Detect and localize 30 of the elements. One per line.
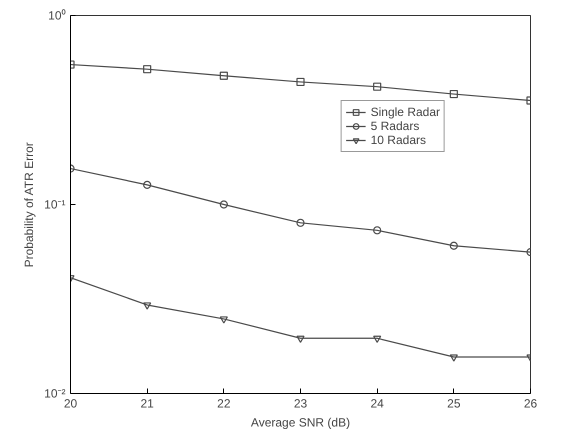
- y-tick-label: 10⁻²: [44, 386, 66, 400]
- point: [220, 200, 228, 209]
- point: [373, 336, 382, 343]
- x-tick-label: 26: [524, 396, 538, 410]
- point: [296, 78, 305, 86]
- point: [296, 336, 305, 343]
- point: [143, 302, 152, 310]
- y-tick-label: 10⁻¹: [44, 198, 66, 212]
- x-tick-label: 20: [64, 396, 78, 410]
- point: [373, 82, 382, 91]
- x-axis-title: Average SNR (dB): [250, 416, 350, 430]
- x-tick-label: 22: [217, 396, 231, 410]
- point: [373, 226, 382, 234]
- point: [296, 218, 305, 227]
- point: [450, 90, 458, 98]
- y-axis-title: Probability of ATR Error: [22, 142, 36, 268]
- point: [143, 65, 152, 74]
- legend-label: Single Radar: [370, 105, 440, 119]
- point: [143, 180, 152, 189]
- point: [450, 354, 458, 362]
- legend-label: 5 Radars: [370, 119, 420, 133]
- point: [450, 242, 458, 250]
- y-tick-label: 10⁰: [48, 8, 66, 22]
- x-tick-label: 25: [447, 396, 461, 410]
- point: [220, 72, 228, 80]
- x-tick-label: 21: [140, 396, 154, 410]
- point: [220, 316, 228, 324]
- x-tick-label: 24: [370, 396, 384, 410]
- x-tick-label: 23: [294, 396, 308, 410]
- legend-label: 10 Radars: [370, 133, 426, 147]
